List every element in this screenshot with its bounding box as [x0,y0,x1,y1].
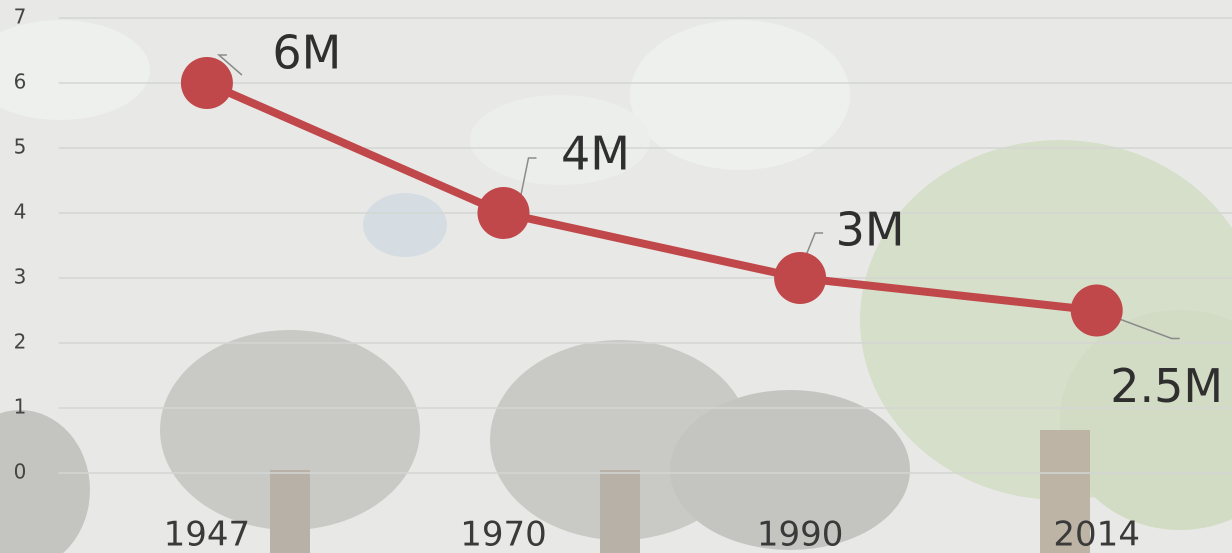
value-label: 3M [836,203,905,257]
y-tick-label: 6 [14,70,27,94]
y-tick-label: 7 [14,5,27,29]
data-point [181,57,233,109]
data-point [774,252,826,304]
y-tick-label: 0 [14,460,27,484]
y-tick-label: 4 [14,200,27,224]
value-label: 6M [272,26,341,80]
value-label: 2.5M [1110,359,1223,413]
page: 0123456719471970199020146M4M3M2.5M (() =… [0,0,1232,553]
y-tick-label: 1 [14,395,27,419]
data-point [478,187,530,239]
data-point [1071,285,1123,337]
y-tick-label: 3 [14,265,27,289]
x-tick-label: 1947 [164,515,251,553]
y-tick-label: 5 [14,135,27,159]
x-tick-label: 2014 [1053,515,1140,553]
value-label: 4M [561,127,630,181]
x-tick-label: 1970 [460,515,547,553]
x-tick-label: 1990 [757,515,844,553]
y-tick-label: 2 [14,330,27,354]
chart: 0 1 2 3 4 5 6 7 1947 1970 1990 2014 6M 4M 3M 2.5M [0,0,1232,553]
